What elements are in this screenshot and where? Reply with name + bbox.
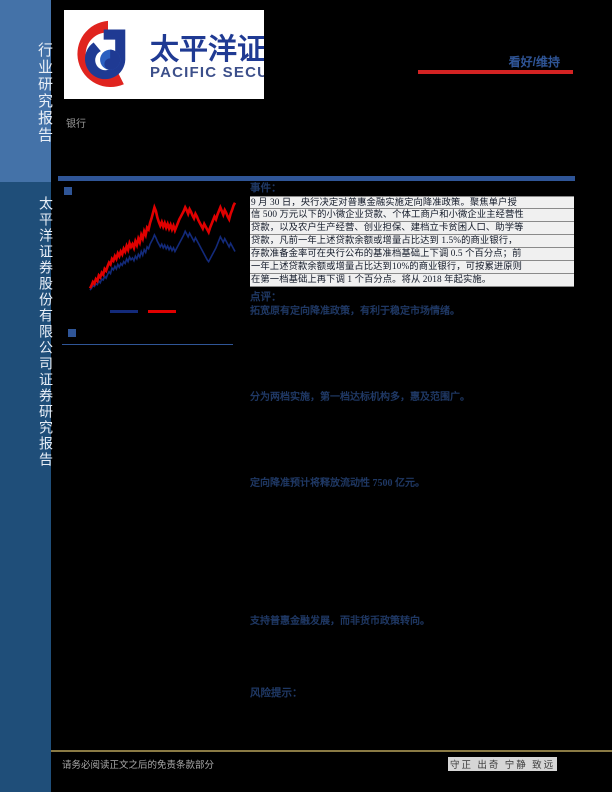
left-sidebar: 行业研究报告 太平洋证券股份有限公司证券研究报告 <box>0 0 52 792</box>
footer-disclaimer: 请务必阅读正文之后的免责条款部分 <box>62 761 215 771</box>
chart-series-line-0 <box>89 229 236 291</box>
sidebar-top-band <box>0 0 51 182</box>
rating-underline-rule <box>418 70 573 74</box>
sidebar-report-type-label: 行业研究报告 <box>36 42 52 144</box>
chart-section-underline <box>62 344 233 345</box>
event-line: 在第一档基础上再下调 1 个百分点。将从 2018 年起实施。 <box>250 274 574 287</box>
sidebar-company-label: 太平洋证券股份有限公司证券研究报告 <box>37 196 52 468</box>
rating-badge: 看好/维持 <box>508 55 560 69</box>
comment-point-2: 分为两档实施，第一档达标机构多，惠及范围广。 <box>250 392 470 403</box>
company-logo: 太平洋证券 PACIFIC SECURITIES <box>64 10 264 99</box>
sidebar-bottom-band <box>0 182 51 792</box>
chart-legend-swatch-0 <box>110 310 138 313</box>
event-line: 贷款，以及农户生产经营、创业担保、建档立卡贫困人口、助学等 <box>250 222 574 235</box>
pacific-securities-logo-icon <box>77 20 126 88</box>
comment-point-4: 支持普惠金融发展，而非货币政策转向。 <box>250 616 430 627</box>
event-line: 存款准备金率可在央行公布的基准档基础上下调 0.5 个百分点；前 <box>250 248 574 261</box>
report-body: 事件： 9 月 30 日，央行决定对普惠金融实施定向降准政策。聚焦单户授 信 5… <box>250 182 580 700</box>
event-line: 9 月 30 日，央行决定对普惠金融实施定向降准政策。聚焦单户授 <box>250 196 574 209</box>
logo-chinese-name: 太平洋证券 <box>150 34 264 66</box>
footer-divider-rule <box>51 750 612 752</box>
bullet-marker-secondary <box>68 329 76 337</box>
event-line: 贷款，凡前一年上述贷款余额或增量占比达到 1.5%的商业银行， <box>250 235 574 248</box>
section-divider-bar <box>58 176 575 181</box>
event-line: 一年上述贷款余额或增量占比达到10%的商业银行，可按累进原则 <box>250 261 574 274</box>
comment-heading: 点评： <box>250 292 282 303</box>
chart-series-line-1 <box>88 202 237 289</box>
comment-point-1: 拓宽原有定向降准政策，有利于稳定市场情绪。 <box>250 306 460 317</box>
chart-plot-area <box>88 202 237 291</box>
footer-slogan: 守正 出奇 宁静 致远 <box>448 757 558 771</box>
event-line: 信 500 万元以下的小微企业贷款、个体工商户和小微企业主经营性 <box>250 209 574 222</box>
logo-english-name: PACIFIC SECURITIES <box>150 64 264 81</box>
bullet-marker-chart <box>64 187 72 195</box>
comment-point-3: 定向降准预计将释放流动性 7500 亿元。 <box>250 478 425 489</box>
risk-heading: 风险提示： <box>250 688 303 699</box>
event-heading: 事件： <box>250 183 282 194</box>
chart-legend-swatch-1 <box>148 310 176 313</box>
industry-label: 银行 <box>66 119 86 130</box>
index-performance-chart <box>62 190 247 340</box>
event-text-block: 9 月 30 日，央行决定对普惠金融实施定向降准政策。聚焦单户授 信 500 万… <box>250 196 574 287</box>
